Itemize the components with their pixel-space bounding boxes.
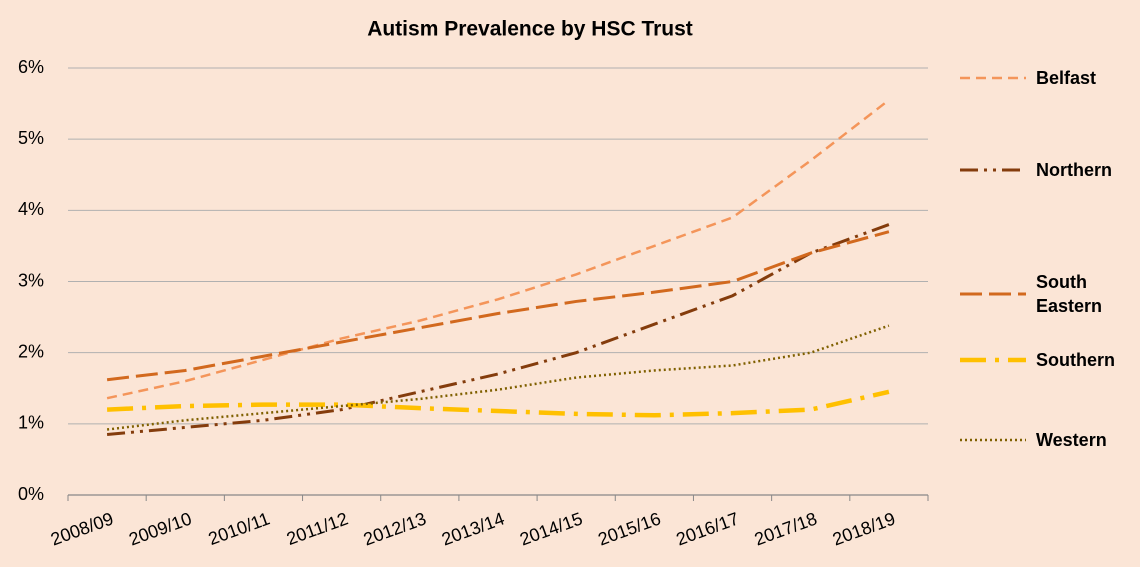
y-tick-label: 0% <box>18 484 44 504</box>
legend-item: Northern <box>958 158 1136 182</box>
x-tick-label: 2015/16 <box>595 508 663 549</box>
chart-title: Autism Prevalence by HSC Trust <box>367 18 693 41</box>
legend-item: Western <box>958 428 1136 452</box>
y-tick-label: 5% <box>18 128 44 148</box>
x-tick-label: 2008/09 <box>48 508 116 549</box>
x-tick-label: 2018/19 <box>830 508 898 549</box>
legend-swatch <box>960 292 1026 296</box>
legend-label: South Eastern <box>1036 272 1103 316</box>
series-line <box>106 324 890 431</box>
x-tick-label: 2014/15 <box>517 508 585 549</box>
y-tick-label: 6% <box>18 57 44 77</box>
x-tick-label: 2010/11 <box>206 508 273 549</box>
series-line <box>106 223 890 437</box>
legend-label: Western <box>1036 430 1107 450</box>
y-tick-label: 1% <box>18 413 44 433</box>
series-line <box>106 99 890 400</box>
x-tick-label: 2016/17 <box>674 508 742 549</box>
legend-swatch <box>960 357 1026 363</box>
x-tick-label: 2013/14 <box>439 508 507 549</box>
x-tick-label: 2009/10 <box>126 508 194 549</box>
legend-label: Northern <box>1036 160 1112 180</box>
y-tick-label: 3% <box>18 270 44 290</box>
y-tick-label: 2% <box>18 341 44 361</box>
y-tick-label: 4% <box>18 199 44 219</box>
x-tick-label: 2017/18 <box>752 508 820 549</box>
legend-item: Belfast <box>958 66 1136 90</box>
legend-label: Southern <box>1036 350 1115 370</box>
legend-item: Southern <box>958 348 1136 372</box>
legend-swatch <box>960 76 1026 80</box>
legend-swatch <box>960 438 1026 442</box>
series-line <box>106 230 890 382</box>
legend-item: South Eastern <box>958 270 1136 318</box>
legend-swatch <box>960 168 1026 172</box>
x-tick-label: 2011/12 <box>284 508 351 549</box>
series-line <box>106 389 890 418</box>
x-tick-label: 2012/13 <box>361 508 429 549</box>
legend-label: Belfast <box>1036 68 1097 88</box>
